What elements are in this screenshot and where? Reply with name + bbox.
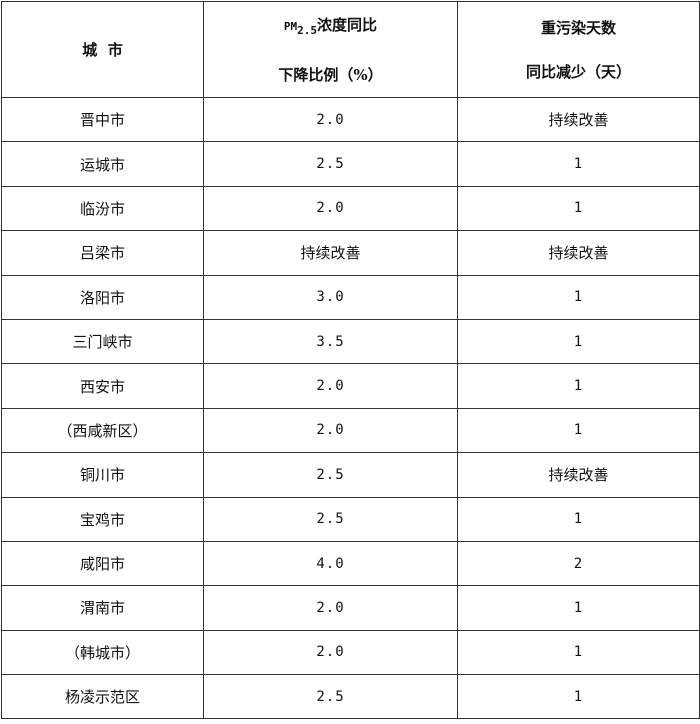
pm-line1-rest: 浓度同比 xyxy=(317,15,378,34)
pm-decline-cell: 3.5 xyxy=(203,318,458,365)
city-cell: （韩城市） xyxy=(1,629,204,676)
heavy-days-cell: 1 xyxy=(457,141,700,187)
pm-decline-cell: 3.0 xyxy=(203,274,458,320)
pm-decline-cell: 2.5 xyxy=(203,141,458,187)
heavy-days-cell: 2 xyxy=(457,540,700,587)
heavy-days-cell: 1 xyxy=(457,674,700,720)
header-pm-line2: 下降比例（%） xyxy=(278,65,383,84)
heavy-days-cell: 1 xyxy=(457,318,700,365)
table-row: 三门峡市 3.5 1 xyxy=(1,318,700,365)
heavy-days-cell: 1 xyxy=(457,496,700,542)
header-pm-line1: PM2.5浓度同比 xyxy=(204,14,457,42)
heavy-days-cell: 1 xyxy=(457,185,700,232)
pm-decline-cell: 2.0 xyxy=(203,629,458,676)
header-city: 城 市 xyxy=(1,1,204,98)
city-cell: 临汾市 xyxy=(1,185,204,232)
header-days-line1: 重污染天数 xyxy=(540,18,616,37)
table-row: 渭南市 2.0 1 xyxy=(1,585,700,631)
city-cell: 洛阳市 xyxy=(1,274,204,320)
city-cell: 吕梁市 xyxy=(1,230,204,276)
header-days-line2: 同比减少（天） xyxy=(525,62,631,81)
header-pm-decline: PM2.5浓度同比 下降比例（%） xyxy=(203,1,458,98)
table-row: 吕梁市 持续改善 持续改善 xyxy=(1,230,700,276)
city-cell: 咸阳市 xyxy=(1,540,204,587)
table-row: 临汾市 2.0 1 xyxy=(1,185,700,232)
pm-decline-cell: 2.5 xyxy=(203,452,458,498)
header-city-label: 城 市 xyxy=(82,41,123,59)
heavy-days-cell: 持续改善 xyxy=(457,96,700,143)
city-cell: 三门峡市 xyxy=(1,318,204,365)
city-cell: 运城市 xyxy=(1,141,204,187)
city-cell: 西安市 xyxy=(1,363,204,409)
pm-sub: 2.5 xyxy=(297,23,318,37)
pm-prefix: PM xyxy=(283,19,298,33)
heavy-days-cell: 1 xyxy=(457,629,700,676)
table-row: （韩城市） 2.0 1 xyxy=(1,629,700,676)
city-cell: 杨凌示范区 xyxy=(1,674,204,720)
pm-decline-cell: 2.5 xyxy=(203,496,458,542)
city-cell: 晋中市 xyxy=(1,96,204,143)
heavy-days-cell: 1 xyxy=(457,363,700,409)
heavy-days-cell: 1 xyxy=(457,585,700,631)
city-cell: （西咸新区） xyxy=(1,407,204,454)
table-row: 杨凌示范区 2.5 1 xyxy=(1,674,700,720)
pm-decline-cell: 4.0 xyxy=(203,540,458,587)
pm-decline-cell: 持续改善 xyxy=(203,230,458,276)
header-heavy-days: 重污染天数 同比减少（天） xyxy=(457,1,700,98)
heavy-days-cell: 持续改善 xyxy=(457,230,700,276)
pm-decline-cell: 2.0 xyxy=(203,363,458,409)
pm-decline-cell: 2.0 xyxy=(203,96,458,143)
heavy-days-cell: 1 xyxy=(457,407,700,454)
table-row: 西安市 2.0 1 xyxy=(1,363,700,409)
city-cell: 宝鸡市 xyxy=(1,496,204,542)
pm-decline-cell: 2.0 xyxy=(203,407,458,454)
header-row: 城 市 PM2.5浓度同比 下降比例（%） 重污染天数 同比减少（天） xyxy=(1,1,700,98)
table-row: 咸阳市 4.0 2 xyxy=(1,540,700,587)
heavy-days-cell: 1 xyxy=(457,274,700,320)
pm-decline-cell: 2.0 xyxy=(203,185,458,232)
table-row: 晋中市 2.0 持续改善 xyxy=(1,96,700,143)
table-row: （西咸新区） 2.0 1 xyxy=(1,407,700,454)
table-row: 运城市 2.5 1 xyxy=(1,141,700,187)
table-row: 铜川市 2.5 持续改善 xyxy=(1,452,700,498)
pm-decline-cell: 2.0 xyxy=(203,585,458,631)
city-cell: 铜川市 xyxy=(1,452,204,498)
heavy-days-cell: 持续改善 xyxy=(457,452,700,498)
pm-decline-cell: 2.5 xyxy=(203,674,458,720)
table-row: 宝鸡市 2.5 1 xyxy=(1,496,700,542)
table-row: 洛阳市 3.0 1 xyxy=(1,274,700,320)
city-cell: 渭南市 xyxy=(1,585,204,631)
